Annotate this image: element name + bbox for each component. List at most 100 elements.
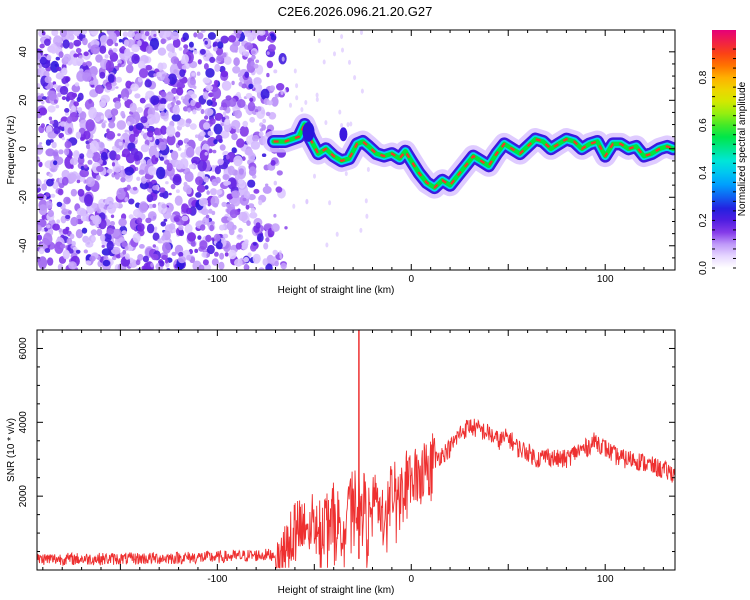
noise-blob: [76, 207, 87, 217]
noise-blob: [41, 183, 47, 191]
spectrogram-noise-region: [37, 30, 370, 270]
noise-blob: [163, 218, 168, 222]
noise-blob: [111, 162, 116, 167]
noise-blob: [150, 30, 157, 39]
noise-blob: [204, 40, 208, 45]
noise-blob: [74, 82, 80, 87]
noise-blob: [238, 179, 246, 189]
noise-blob: [346, 122, 350, 128]
noise-blob: [121, 241, 128, 248]
noise-blob: [106, 84, 113, 90]
noise-blob: [58, 149, 64, 155]
noise-blob: [228, 249, 237, 260]
noise-blob: [100, 203, 105, 208]
noise-blob: [144, 79, 152, 88]
noise-blob: [134, 55, 139, 61]
noise-blob: [99, 35, 109, 44]
noise-blob: [340, 123, 344, 128]
noise-blob: [220, 35, 229, 44]
noise-blob: [50, 193, 56, 198]
noise-blob: [190, 99, 196, 107]
noise-blob: [65, 112, 69, 116]
noise-blob: [313, 173, 316, 179]
noise-blob: [202, 259, 209, 266]
noise-blob: [120, 88, 130, 100]
noise-blob: [146, 223, 155, 234]
noise-blob: [160, 98, 167, 105]
noise-blob: [213, 123, 223, 135]
noise-blob: [182, 32, 189, 41]
noise-blob: [91, 202, 98, 209]
noise-blob: [129, 133, 136, 143]
noise-blob: [249, 97, 254, 103]
spectrogram-frame: [36, 29, 676, 271]
noise-blob: [237, 99, 246, 108]
noise-blob: [49, 120, 55, 125]
noise-blob: [225, 154, 230, 160]
noise-blob: [266, 36, 272, 41]
noise-blob: [204, 108, 214, 117]
noise-blob: [172, 105, 180, 115]
noise-blob: [242, 197, 247, 202]
noise-blob: [266, 60, 274, 69]
noise-blob: [246, 220, 251, 227]
noise-blob: [256, 233, 264, 243]
noise-blob: [152, 203, 157, 208]
noise-blob: [242, 51, 246, 56]
noise-blob: [266, 100, 273, 106]
noise-blob: [279, 254, 283, 260]
noise-blob: [79, 111, 87, 120]
y-tick-label: 40: [18, 46, 29, 58]
noise-blob: [174, 195, 183, 206]
noise-blob: [275, 186, 283, 193]
noise-blob: [150, 262, 154, 268]
noise-blob: [365, 213, 369, 219]
noise-blob: [366, 167, 370, 172]
noise-blob: [58, 228, 62, 233]
noise-blob: [96, 228, 103, 237]
noise-blob: [193, 32, 198, 38]
noise-blob: [171, 48, 175, 54]
noise-blob: [216, 54, 224, 62]
noise-blob: [99, 71, 106, 79]
noise-blob: [215, 176, 221, 184]
noise-blob: [90, 30, 99, 36]
noise-blob: [202, 91, 209, 100]
noise-blob: [114, 166, 121, 173]
noise-blob: [108, 49, 114, 56]
noise-blob: [53, 84, 58, 89]
noise-blob: [181, 65, 187, 70]
noise-blob: [305, 199, 309, 205]
noise-blob: [71, 105, 76, 112]
noise-blob: [106, 240, 114, 251]
noise-blob: [134, 93, 141, 99]
noise-blob: [150, 95, 160, 106]
noise-blob: [166, 162, 173, 172]
noise-blob: [123, 187, 128, 192]
noise-blob: [75, 249, 81, 254]
noise-blob: [341, 47, 344, 53]
noise-blob: [243, 190, 251, 200]
noise-blob: [117, 133, 121, 137]
noise-blob: [120, 177, 126, 183]
noise-blob: [116, 187, 126, 200]
noise-blob: [162, 190, 169, 199]
noise-blob: [234, 109, 242, 119]
snr-line: [37, 418, 675, 569]
noise-blob: [171, 87, 178, 94]
noise-blob: [88, 98, 92, 104]
x-tick-label: -100: [207, 574, 227, 585]
noise-blob: [175, 189, 180, 194]
noise-blob: [161, 235, 166, 241]
noise-blob: [51, 30, 59, 37]
noise-blob: [65, 76, 70, 83]
noise-blob: [315, 92, 319, 98]
noise-blob: [106, 130, 116, 140]
noise-blob: [214, 112, 224, 121]
noise-blob: [135, 259, 141, 266]
noise-blob: [207, 136, 217, 147]
spectrogram-ridge: [262, 113, 675, 199]
noise-blob: [75, 131, 82, 139]
noise-blob: [214, 63, 221, 72]
noise-blob: [171, 251, 177, 256]
